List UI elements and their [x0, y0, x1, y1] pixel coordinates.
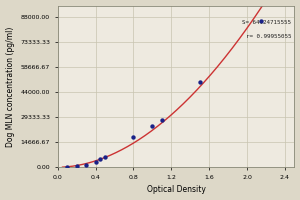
- Point: [197, 81, 202, 84]
- Point: [74, 164, 79, 168]
- Point: [98, 158, 103, 161]
- X-axis label: Optical Density: Optical Density: [147, 185, 206, 194]
- Point: [160, 118, 164, 121]
- Point: [131, 136, 136, 139]
- Point: [65, 165, 70, 168]
- Point: [150, 125, 155, 128]
- Point: [93, 160, 98, 164]
- Point: [259, 19, 264, 22]
- Y-axis label: Dog MLN concentration (pg/ml): Dog MLN concentration (pg/ml): [6, 26, 15, 147]
- Point: [103, 155, 107, 158]
- Point: [84, 163, 88, 166]
- Text: S= 64.24715555: S= 64.24715555: [242, 20, 291, 25]
- Text: r= 0.99955055: r= 0.99955055: [245, 34, 291, 39]
